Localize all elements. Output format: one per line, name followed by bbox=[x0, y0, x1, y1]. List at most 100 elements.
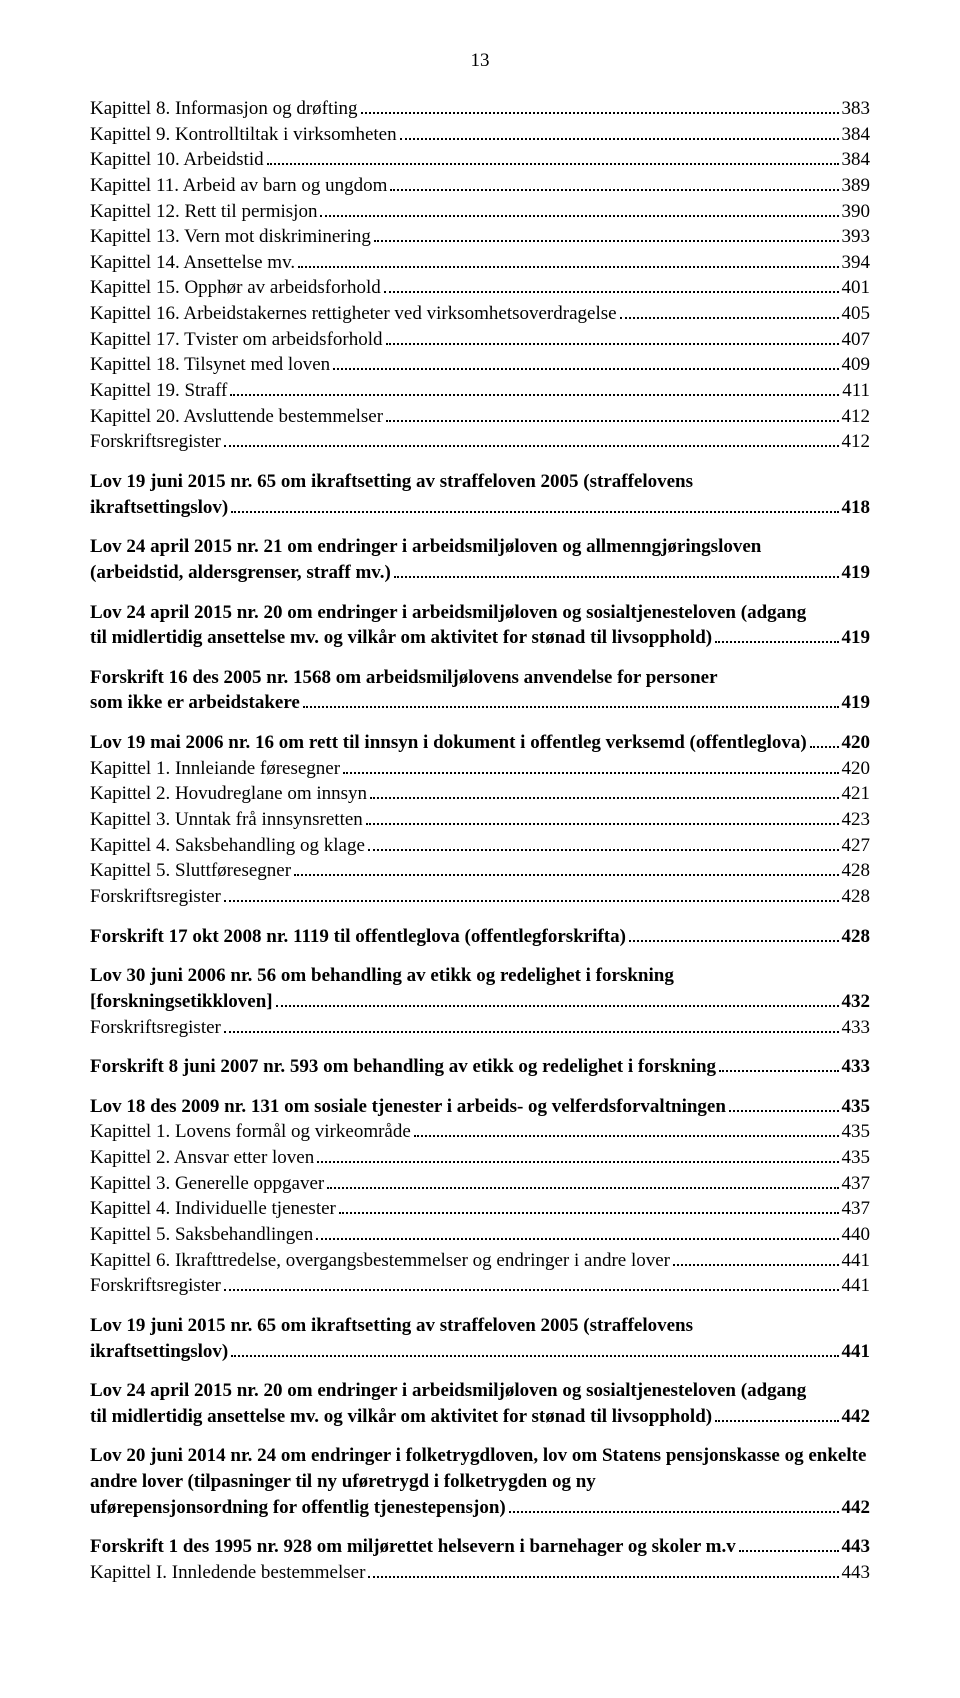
toc-leader bbox=[333, 368, 838, 370]
toc-entry-label: Kapittel 4. Individuelle tjenester bbox=[90, 1196, 336, 1222]
toc-entry-page: 442 bbox=[842, 1404, 871, 1430]
toc-entry-label: Kapittel 10. Arbeidstid bbox=[90, 147, 264, 173]
toc-entry: uførepensjonsordning for offentlig tjene… bbox=[90, 1495, 870, 1521]
toc-entry-page: 384 bbox=[842, 122, 871, 148]
toc-leader bbox=[327, 1187, 838, 1189]
toc-continuation: Lov 24 april 2015 nr. 21 om endringer i … bbox=[90, 534, 870, 560]
toc-continuation: Lov 19 juni 2015 nr. 65 om ikraftsetting… bbox=[90, 1313, 870, 1339]
toc-leader bbox=[224, 445, 839, 447]
toc-entry-page: 428 bbox=[842, 924, 871, 950]
toc-entry: Forskriftsregister 428 bbox=[90, 884, 870, 910]
toc-entry-page: 389 bbox=[842, 173, 871, 199]
toc-entry-label: til midlertidig ansettelse mv. og vilkår… bbox=[90, 1404, 712, 1430]
toc-leader bbox=[739, 1550, 839, 1552]
toc-entry: Kapittel 5. Sluttføresegner 428 bbox=[90, 858, 870, 884]
toc-leader bbox=[231, 511, 838, 513]
toc-entry: Kapittel 3. Unntak frå innsynsretten 423 bbox=[90, 807, 870, 833]
toc-entry-label: Kapittel 12. Rett til permisjon bbox=[90, 199, 317, 225]
toc-entry-label: uførepensjonsordning for offentlig tjene… bbox=[90, 1495, 506, 1521]
toc-entry-label: Kapittel 3. Generelle oppgaver bbox=[90, 1171, 324, 1197]
toc-entry: som ikke er arbeidstakere419 bbox=[90, 690, 870, 716]
toc-entry-label: Kapittel 2. Hovudreglane om innsyn bbox=[90, 781, 367, 807]
toc-entry-page: 441 bbox=[842, 1273, 871, 1299]
toc-entry-label: Kapittel 5. Sluttføresegner bbox=[90, 858, 291, 884]
toc-entry-label: Kapittel 11. Arbeid av barn og ungdom bbox=[90, 173, 387, 199]
toc-entry-page: 433 bbox=[842, 1054, 871, 1080]
toc-leader bbox=[384, 291, 839, 293]
toc-entry-page: 440 bbox=[842, 1222, 871, 1248]
toc-continuation: Lov 24 april 2015 nr. 20 om endringer i … bbox=[90, 1378, 870, 1404]
toc-entry-label: Kapittel 8. Informasjon og drøfting bbox=[90, 96, 358, 122]
toc-leader bbox=[303, 706, 839, 708]
toc-entry-label: Kapittel 14. Ansettelse mv. bbox=[90, 250, 295, 276]
toc-leader bbox=[509, 1511, 839, 1513]
toc-entry-label: til midlertidig ansettelse mv. og vilkår… bbox=[90, 625, 712, 651]
toc-entry: ikraftsettingslov)418 bbox=[90, 495, 870, 521]
toc-entry: Forskriftsregister 441 bbox=[90, 1273, 870, 1299]
toc-leader bbox=[361, 112, 839, 114]
toc-entry: Kapittel I. Innledende bestemmelser443 bbox=[90, 1560, 870, 1586]
toc-entry-page: 428 bbox=[842, 858, 871, 884]
toc-entry: Kapittel 4. Individuelle tjenester437 bbox=[90, 1196, 870, 1222]
toc-entry: Kapittel 15. Opphør av arbeidsforhold 401 bbox=[90, 275, 870, 301]
toc-leader bbox=[386, 420, 838, 422]
toc-leader bbox=[294, 874, 838, 876]
toc-leader bbox=[368, 849, 839, 851]
toc-entry-page: 420 bbox=[842, 730, 871, 756]
toc-entry: Kapittel 10. Arbeidstid384 bbox=[90, 147, 870, 173]
toc-entry-label: Kapittel 15. Opphør av arbeidsforhold bbox=[90, 275, 381, 301]
toc-entry: til midlertidig ansettelse mv. og vilkår… bbox=[90, 625, 870, 651]
toc-leader bbox=[400, 138, 839, 140]
toc-entry: Kapittel 3. Generelle oppgaver 437 bbox=[90, 1171, 870, 1197]
toc-leader bbox=[316, 1238, 838, 1240]
toc-entry: Kapittel 6. Ikrafttredelse, overgangsbes… bbox=[90, 1248, 870, 1274]
toc-entry-page: 435 bbox=[842, 1145, 871, 1171]
toc-leader bbox=[390, 189, 838, 191]
toc-entry-label: som ikke er arbeidstakere bbox=[90, 690, 300, 716]
toc-entry: Kapittel 11. Arbeid av barn og ungdom 389 bbox=[90, 173, 870, 199]
toc-entry-label: Forskriftsregister bbox=[90, 884, 221, 910]
toc-entry-page: 383 bbox=[842, 96, 871, 122]
toc-entry-page: 433 bbox=[842, 1015, 871, 1041]
toc-leader bbox=[386, 343, 839, 345]
toc-entry: Kapittel 13. Vern mot diskriminering393 bbox=[90, 224, 870, 250]
toc-entry: Kapittel 12. Rett til permisjon390 bbox=[90, 199, 870, 225]
toc-entry: Kapittel 9. Kontrolltiltak i virksomhete… bbox=[90, 122, 870, 148]
toc-entry: til midlertidig ansettelse mv. og vilkår… bbox=[90, 1404, 870, 1430]
toc-continuation: Lov 30 juni 2006 nr. 56 om behandling av… bbox=[90, 963, 870, 989]
toc-entry: Kapittel 2. Hovudreglane om innsyn 421 bbox=[90, 781, 870, 807]
toc-entry-label: Forskriftsregister bbox=[90, 1015, 221, 1041]
toc-entry-page: 443 bbox=[842, 1534, 871, 1560]
toc-leader bbox=[629, 940, 839, 942]
toc-entry-page: 401 bbox=[842, 275, 871, 301]
toc-entry-page: 409 bbox=[842, 352, 871, 378]
toc-continuation: Lov 24 april 2015 nr. 20 om endringer i … bbox=[90, 600, 870, 626]
toc-entry-label: Kapittel 2. Ansvar etter loven bbox=[90, 1145, 314, 1171]
toc-entry: Kapittel 17. Tvister om arbeidsforhold40… bbox=[90, 327, 870, 353]
toc-entry: Kapittel 1. Lovens formål og virkeområde… bbox=[90, 1119, 870, 1145]
toc-entry: Kapittel 14. Ansettelse mv.394 bbox=[90, 250, 870, 276]
toc-entry-label: Kapittel 3. Unntak frå innsynsretten bbox=[90, 807, 363, 833]
toc-entry-page: 423 bbox=[842, 807, 871, 833]
toc-entry-page: 437 bbox=[842, 1171, 871, 1197]
toc-entry-page: 420 bbox=[842, 756, 871, 782]
toc-entry-page: 427 bbox=[842, 833, 871, 859]
toc-entry: Forskriftsregister412 bbox=[90, 429, 870, 455]
toc-entry-label: (arbeidstid, aldersgrenser, straff mv.) bbox=[90, 560, 391, 586]
toc-leader bbox=[620, 317, 839, 319]
table-of-contents: Kapittel 8. Informasjon og drøfting383Ka… bbox=[90, 96, 870, 1586]
toc-entry-page: 441 bbox=[842, 1248, 871, 1274]
toc-entry-label: Kapittel 18. Tilsynet med loven bbox=[90, 352, 330, 378]
toc-entry: Kapittel 4. Saksbehandling og klage427 bbox=[90, 833, 870, 859]
toc-entry-label: ikraftsettingslov) bbox=[90, 495, 228, 521]
toc-entry-label: Forskriftsregister bbox=[90, 1273, 221, 1299]
toc-entry-page: 411 bbox=[842, 378, 870, 404]
toc-leader bbox=[368, 1576, 838, 1578]
toc-entry-page: 407 bbox=[842, 327, 871, 353]
toc-continuation: Forskrift 16 des 2005 nr. 1568 om arbeid… bbox=[90, 665, 870, 691]
toc-entry-label: Lov 18 des 2009 nr. 131 om sosiale tjene… bbox=[90, 1094, 726, 1120]
toc-entry-page: 412 bbox=[842, 429, 871, 455]
toc-entry-page: 428 bbox=[842, 884, 871, 910]
toc-entry: Kapittel 5. Saksbehandlingen440 bbox=[90, 1222, 870, 1248]
toc-entry-page: 421 bbox=[842, 781, 871, 807]
